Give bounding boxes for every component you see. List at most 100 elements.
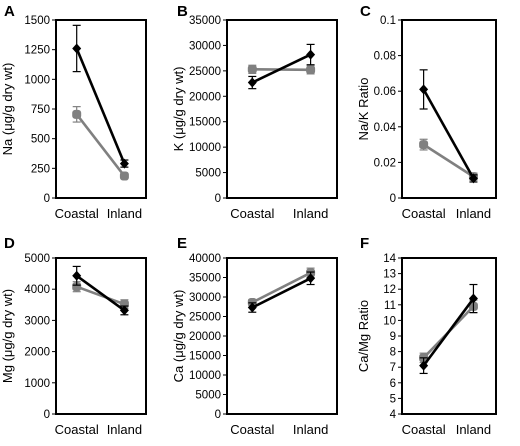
y-tick-label: 5000 — [24, 253, 50, 265]
series-black — [419, 69, 478, 184]
series-line — [75, 47, 126, 165]
series-line — [75, 274, 126, 312]
y-tick-label: 35000 — [189, 15, 221, 27]
plot-frame — [226, 257, 338, 415]
x-category-label: Inland — [107, 206, 142, 221]
series-grey — [419, 138, 478, 182]
y-tick-label: 7 — [390, 362, 396, 374]
x-category-label: Inland — [456, 206, 491, 221]
y-tick-label: 20000 — [189, 91, 221, 103]
y-tick-label: 25000 — [189, 66, 221, 78]
y-tick-label: 0 — [215, 409, 221, 421]
data-point — [72, 282, 82, 292]
y-tick-label: 1000 — [24, 74, 50, 86]
x-category-label: Coastal — [402, 422, 446, 437]
panel-c: C 0 0.02 0.04 0.06 0.08 0.1 Coastal Inland Na/K R… — [356, 3, 497, 221]
series-line — [251, 277, 312, 309]
data-point — [72, 270, 82, 281]
y-tick-label: 5 — [390, 393, 396, 405]
panel-letter: F — [360, 235, 369, 252]
y-tick-label: 8 — [390, 347, 396, 359]
y-axis-label: Ca (μg/g dry wt) — [171, 290, 186, 383]
y-tick-label: 0 — [215, 193, 221, 205]
data-point — [119, 305, 129, 316]
data-point — [247, 77, 257, 88]
y-tick-label: 2000 — [24, 347, 50, 359]
data-point — [119, 171, 129, 181]
x-category-label: Coastal — [230, 206, 274, 221]
data-point — [306, 273, 316, 284]
series-line — [75, 113, 126, 177]
data-point — [468, 173, 478, 184]
series-grey — [247, 64, 316, 75]
y-axis-label: Na (μg/g dry wt) — [0, 63, 15, 156]
panel-a: A 0 250 500 750 1000 1250 1500 Coastal Inland Na (… — [0, 3, 147, 221]
y-tick-label: 3000 — [24, 315, 50, 327]
data-point — [419, 140, 429, 150]
y-tick-label: 5000 — [195, 168, 221, 180]
series-line — [422, 297, 475, 367]
series-black — [247, 43, 316, 90]
y-tick-label: 15000 — [189, 117, 221, 129]
y-tick-label: 0 — [44, 409, 50, 421]
y-tick-label: 20000 — [189, 331, 221, 343]
series-black — [72, 265, 129, 316]
series-line — [422, 143, 475, 178]
panel-letter: C — [360, 3, 371, 20]
y-axis-label: Ca/Mg Ratio — [356, 300, 371, 372]
data-point — [419, 84, 429, 95]
x-category-label: Inland — [456, 422, 491, 437]
panel-d: D 0 1000 2000 3000 4000 5000 Coastal Inland Mg (μ… — [0, 235, 147, 437]
series-line — [422, 88, 475, 180]
y-tick-label: 10000 — [189, 142, 221, 154]
plot-frame — [401, 19, 497, 199]
x-category-label: Coastal — [230, 422, 274, 437]
y-tick-label: 0.04 — [374, 122, 397, 134]
x-category-label: Inland — [107, 422, 142, 437]
y-tick-label: 0.02 — [374, 157, 396, 169]
y-tick-label: 11 — [384, 300, 396, 312]
panel-f: F 4 5 6 7 8 9 10 11 12 13 14 Coastal Inland Ca/Mg Rati… — [356, 235, 497, 437]
series-grey — [72, 106, 129, 181]
y-tick-label: 0.08 — [374, 51, 396, 63]
series-line — [251, 53, 312, 84]
y-tick-label: 15000 — [189, 351, 221, 363]
data-point — [247, 302, 257, 313]
data-point — [247, 64, 257, 74]
series-grey — [72, 281, 129, 310]
series-black — [247, 271, 316, 313]
y-tick-label: 4 — [390, 409, 397, 421]
y-tick-label: 1250 — [24, 45, 50, 57]
data-point — [72, 43, 82, 54]
series-line — [76, 285, 125, 306]
y-axis-label: Mg (μg/g dry wt) — [0, 289, 15, 383]
data-point — [306, 65, 316, 75]
panel-letter: D — [4, 235, 15, 252]
panel-letter: E — [177, 235, 187, 252]
x-category-label: Coastal — [402, 206, 446, 221]
y-axis-label: Na/K Ratio — [356, 78, 371, 141]
y-tick-label: 500 — [31, 134, 50, 146]
panel-letter: A — [4, 3, 15, 20]
y-tick-label: 10 — [383, 315, 396, 327]
plot-frame — [401, 257, 497, 415]
series-grey — [247, 267, 316, 307]
y-tick-label: 40000 — [189, 253, 221, 265]
y-tick-label: 25000 — [189, 312, 221, 324]
data-point — [306, 49, 316, 60]
y-tick-label: 1500 — [24, 15, 50, 27]
series-black — [72, 24, 129, 169]
data-point — [468, 293, 478, 304]
x-category-label: Coastal — [55, 206, 99, 221]
y-tick-label: 0.06 — [374, 86, 396, 98]
y-tick-label: 30000 — [189, 292, 221, 304]
y-tick-label: 12 — [383, 284, 396, 296]
y-tick-label: 9 — [390, 331, 396, 343]
data-point — [419, 360, 429, 371]
y-tick-label: 250 — [31, 163, 50, 175]
y-tick-label: 35000 — [189, 273, 221, 285]
data-point — [119, 158, 129, 169]
y-tick-label: 5000 — [195, 390, 221, 402]
y-axis-label: K (μg/g dry wt) — [171, 67, 186, 152]
